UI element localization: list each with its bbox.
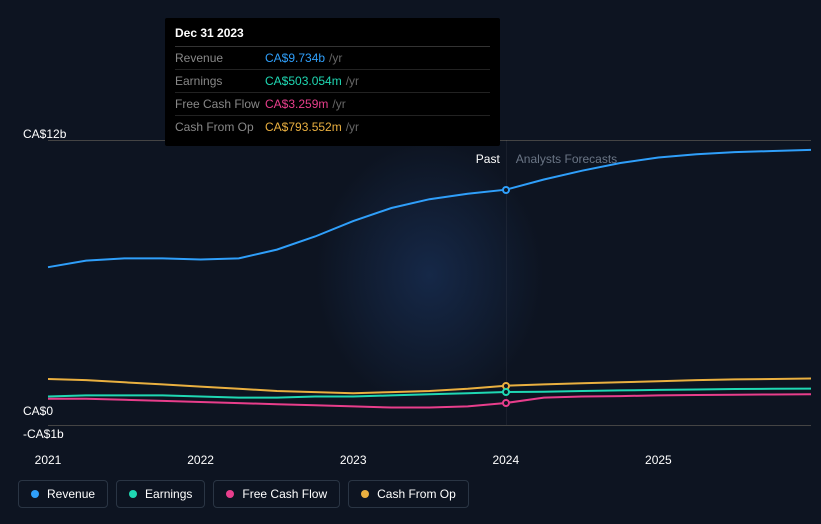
series-revenue bbox=[48, 150, 811, 267]
tooltip-title: Dec 31 2023 bbox=[175, 26, 490, 47]
tooltip-label: Earnings bbox=[175, 74, 265, 88]
tooltip-value: CA$503.054m bbox=[265, 74, 342, 88]
financials-chart: Dec 31 2023RevenueCA$9.734b/yrEarningsCA… bbox=[0, 0, 821, 524]
marker-earnings[interactable] bbox=[502, 388, 510, 396]
tooltip-unit: /yr bbox=[329, 51, 342, 65]
x-axis-label: 2025 bbox=[645, 453, 672, 467]
legend-dot-icon bbox=[129, 490, 137, 498]
legend-dot-icon bbox=[226, 490, 234, 498]
chart-lines bbox=[48, 140, 811, 425]
series-earnings bbox=[48, 389, 811, 398]
chart-tooltip: Dec 31 2023RevenueCA$9.734b/yrEarningsCA… bbox=[165, 18, 500, 146]
legend-dot-icon bbox=[31, 490, 39, 498]
legend-item-cash-from-op[interactable]: Cash From Op bbox=[348, 480, 469, 508]
tooltip-unit: /yr bbox=[332, 97, 345, 111]
tooltip-row: Cash From OpCA$793.552m/yr bbox=[175, 116, 490, 138]
legend-dot-icon bbox=[361, 490, 369, 498]
tooltip-label: Free Cash Flow bbox=[175, 97, 265, 111]
tooltip-row: EarningsCA$503.054m/yr bbox=[175, 70, 490, 93]
legend-item-free-cash-flow[interactable]: Free Cash Flow bbox=[213, 480, 340, 508]
x-axis-label: 2023 bbox=[340, 453, 367, 467]
tooltip-row: RevenueCA$9.734b/yr bbox=[175, 47, 490, 70]
legend-label: Cash From Op bbox=[377, 487, 456, 501]
marker-revenue[interactable] bbox=[502, 186, 510, 194]
tooltip-unit: /yr bbox=[346, 120, 359, 134]
tooltip-value: CA$793.552m bbox=[265, 120, 342, 134]
tooltip-value: CA$9.734b bbox=[265, 51, 325, 65]
legend-label: Free Cash Flow bbox=[242, 487, 327, 501]
y-axis-label: CA$12b bbox=[23, 127, 66, 141]
legend-label: Earnings bbox=[145, 487, 192, 501]
tooltip-label: Revenue bbox=[175, 51, 265, 65]
marker-free-cash-flow[interactable] bbox=[502, 399, 510, 407]
chart-legend: Revenue Earnings Free Cash Flow Cash From O… bbox=[18, 480, 469, 508]
series-cash-from-op bbox=[48, 379, 811, 394]
x-axis-label: 2022 bbox=[187, 453, 214, 467]
x-axis-label: 2024 bbox=[492, 453, 519, 467]
tooltip-unit: /yr bbox=[346, 74, 359, 88]
y-axis-label: -CA$1b bbox=[23, 427, 64, 441]
x-axis-label: 2021 bbox=[35, 453, 62, 467]
baseline bbox=[48, 425, 811, 426]
tooltip-value: CA$3.259m bbox=[265, 97, 328, 111]
legend-item-earnings[interactable]: Earnings bbox=[116, 480, 205, 508]
legend-item-revenue[interactable]: Revenue bbox=[18, 480, 108, 508]
legend-label: Revenue bbox=[47, 487, 95, 501]
tooltip-row: Free Cash FlowCA$3.259m/yr bbox=[175, 93, 490, 116]
tooltip-label: Cash From Op bbox=[175, 120, 265, 134]
